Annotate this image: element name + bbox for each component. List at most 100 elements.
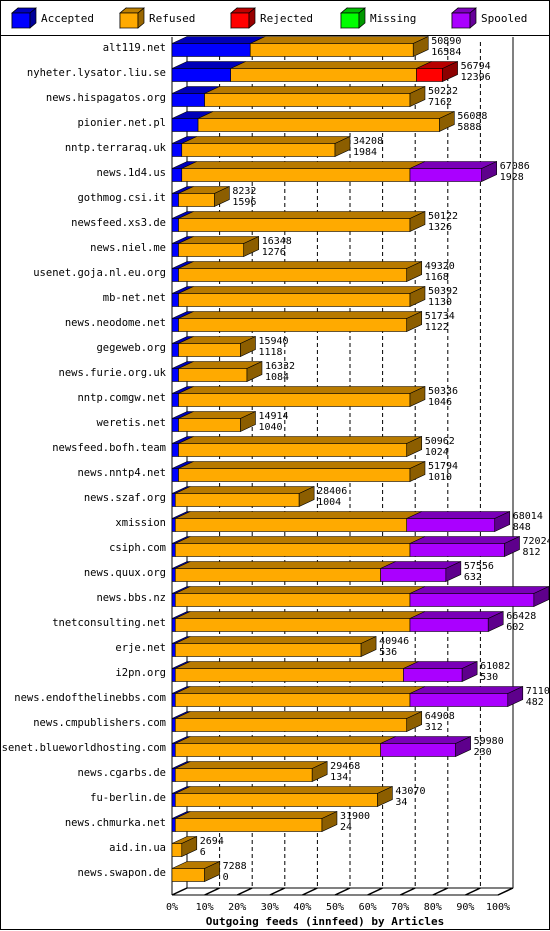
bar-segment-refused: [178, 418, 241, 432]
bar-segment-refused: [174, 593, 411, 607]
bar-segment-top: [178, 436, 422, 444]
bar-segment-accepted: [171, 543, 176, 557]
legend-label: Spooled: [481, 12, 528, 25]
row-label: news.szaf.org: [84, 492, 166, 504]
bar-segment-accepted: [171, 493, 176, 507]
row-label: news.swapon.de: [77, 867, 166, 879]
row-spooled-label: 1168: [425, 272, 449, 283]
legend-label: Missing: [370, 12, 417, 25]
row-total-label: 8232: [232, 186, 256, 197]
bar-segment-side: [377, 786, 393, 807]
x-tick: [465, 887, 481, 896]
row-spooled-label: 812: [523, 547, 541, 558]
row-total-label: 59980: [474, 736, 504, 747]
bar-segment-accepted: [171, 418, 179, 432]
row-label: gegeweb.org: [96, 342, 166, 354]
bar-segment-spooled: [380, 568, 447, 582]
bar-segment-spooled: [403, 668, 463, 682]
legend-label: Accepted: [41, 12, 94, 25]
bar-segment-refused: [171, 868, 205, 882]
bar-segment-accepted: [171, 318, 179, 332]
bar-segment-side: [321, 811, 338, 832]
row-total-label: 31900: [340, 811, 370, 822]
bar-segment-accepted: [171, 593, 176, 607]
x-tick: [432, 887, 449, 896]
bar-segment-refused: [178, 218, 411, 232]
bar-segment-top: [178, 261, 422, 269]
bar-segment-accepted: [171, 768, 176, 782]
bar-segment-top: [175, 761, 328, 769]
bar-segment-refused: [178, 293, 411, 307]
bar-segment-refused: [174, 493, 300, 507]
bar-segment-refused: [178, 193, 215, 207]
bar-segment-refused: [174, 793, 378, 807]
row-spooled-label: 1130: [428, 297, 452, 308]
bar-segment-side: [439, 111, 455, 132]
bar-segment-top: [175, 636, 377, 644]
bar-segment-accepted: [171, 143, 183, 157]
x-tick-label: 90%: [456, 902, 474, 913]
row-label: pionier.net.pl: [77, 117, 166, 129]
bar-segment-accepted: [171, 93, 205, 107]
bar-segment-spooled: [409, 618, 489, 632]
bar-segment-side: [409, 86, 426, 107]
row-spooled-label: 1326: [428, 222, 452, 233]
bar-segment-top: [175, 536, 426, 544]
legend-swatch: [451, 7, 477, 29]
row-total-label: 15940: [258, 336, 288, 347]
bar-segment-refused: [178, 343, 241, 357]
row-total-label: 14914: [258, 411, 288, 422]
bar-segment-refused: [178, 318, 408, 332]
row-spooled-label: 530: [480, 672, 498, 683]
bar-segment-spooled: [380, 743, 456, 757]
bar-segment-accepted: [171, 268, 179, 282]
bar-segment-side: [406, 311, 423, 332]
row-total-label: 57556: [464, 561, 494, 572]
bar-row: news.bbs.nz76448606: [96, 586, 550, 607]
bar-segment-top: [197, 111, 455, 119]
bar-segment-accepted: [171, 193, 179, 207]
row-label: alt119.net: [103, 42, 166, 54]
bar-segment-side: [504, 536, 520, 557]
bar-segment-top: [178, 286, 426, 294]
row-spooled-label: 1122: [425, 322, 449, 333]
row-total-label: 16348: [262, 236, 292, 247]
bar-segment-refused: [178, 468, 411, 482]
bar-segment-top: [175, 736, 396, 744]
bar-segment-side: [409, 461, 426, 482]
row-label: nyheter.lysator.liu.se: [27, 67, 166, 79]
bar-segment-accepted: [171, 293, 179, 307]
legend-label: Refused: [149, 12, 196, 25]
legend-swatch: [119, 7, 145, 29]
x-tick: [497, 887, 514, 896]
legend-swatch: [340, 7, 366, 29]
bar-segment-accepted: [171, 218, 179, 232]
bar-segment-spooled: [409, 543, 505, 557]
row-spooled-label: 632: [464, 572, 482, 583]
bar-segment-rejected: [416, 68, 443, 82]
row-label: usenet.goja.nl.eu.org: [33, 267, 166, 279]
bar-segment-accepted: [171, 468, 179, 482]
row-total-label: 51794: [428, 461, 458, 472]
row-label: news.chmurka.net: [65, 817, 166, 829]
bar-segment-side: [445, 561, 462, 582]
bar-segment-top: [380, 736, 471, 744]
row-spooled-label: 34: [395, 797, 407, 808]
row-spooled-label: 1928: [500, 172, 524, 183]
row-label: nntp.terraraq.uk: [65, 142, 167, 154]
bar-segment-top: [409, 686, 523, 694]
row-label: news.nntp4.net: [77, 467, 166, 479]
bar-segment-accepted: [171, 443, 179, 457]
bar-segment-refused: [174, 618, 411, 632]
row-label: newsfeed.xs3.de: [71, 217, 166, 229]
